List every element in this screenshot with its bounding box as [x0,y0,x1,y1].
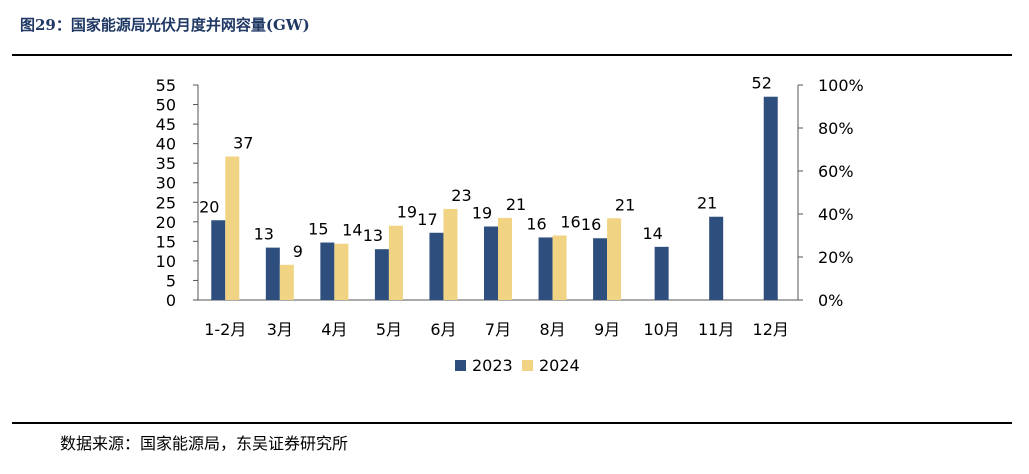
bar-2024 [552,235,567,300]
y-left-tick-label: 20 [156,213,176,232]
y-left-tick-label: 25 [156,193,176,212]
x-tick-label: 8月 [539,320,565,339]
data-label-2024: 23 [451,186,471,205]
figure-title: 图29：国家能源局光伏月度并网容量(GW) [20,16,310,34]
legend-swatch-2024 [522,360,533,371]
data-label-2023: 14 [642,224,662,243]
bar-2023 [211,220,226,300]
legend-label-2024: 2024 [539,356,580,375]
x-tick-label: 7月 [485,320,511,339]
x-tick-label: 10月 [643,320,679,339]
x-tick-label: 5月 [376,320,402,339]
bar-2023 [709,216,724,300]
legend-label-2023: 2023 [472,356,513,375]
data-label-2023: 15 [308,220,328,239]
x-tick-label: 1-2月 [204,320,246,339]
data-label-2024: 14 [342,221,362,240]
x-tick-label: 11月 [698,320,734,339]
y-left-tick-label: 5 [166,271,176,290]
x-tick-label: 6月 [430,320,456,339]
chart-legend: 2023 2024 [455,356,580,375]
y-left-tick-label: 10 [156,252,176,271]
bar-2023 [429,232,444,300]
legend-swatch-2023 [455,360,466,371]
data-label-2024: 16 [560,213,580,232]
bar-2024 [279,264,294,300]
bar-2024 [334,243,349,300]
x-tick-label: 12月 [753,320,789,339]
bar-2023 [265,247,280,300]
data-label-2023: 20 [199,197,219,216]
y-left-tick-label: 15 [156,232,176,251]
data-label-2024: 9 [293,242,303,261]
bottom-rule [12,422,1012,424]
y-right-tick-label: 40% [818,205,854,224]
data-label-2024: 19 [397,203,417,222]
source-note: 数据来源：国家能源局，东吴证券研究所 [60,434,349,453]
x-tick-label: 9月 [594,320,620,339]
bar-2023 [593,238,608,300]
bar-2024 [498,217,512,300]
data-label-2023: 52 [752,74,772,93]
data-label-2023: 13 [254,225,274,244]
bar-2023 [320,242,335,300]
y-right-tick-label: 60% [818,162,854,181]
bar-2024 [607,218,622,300]
bar-2024 [443,208,458,300]
bar-2023 [654,246,669,300]
y-left-tick-label: 50 [156,96,176,115]
y-left-tick-label: 45 [156,115,176,134]
data-label-2023: 17 [417,210,437,229]
bar-2023 [484,226,498,300]
bar-2023 [538,237,553,300]
y-right-tick-label: 0% [818,291,843,310]
x-tick-label: 4月 [321,320,347,339]
chart-axes: 05101520253035404550550%20%40%60%80%100%… [156,76,864,339]
bar-2024 [388,225,403,300]
y-right-tick-label: 80% [818,119,854,138]
data-label-2024: 37 [233,134,253,153]
y-left-tick-label: 30 [156,174,176,193]
y-left-tick-label: 0 [166,291,176,310]
data-label-2023: 19 [472,204,492,223]
y-right-tick-label: 20% [818,248,854,267]
x-tick-label: 3月 [267,320,293,339]
y-left-tick-label: 40 [156,135,176,154]
data-label-2023: 16 [581,215,601,234]
top-rule [12,54,1012,56]
data-label-2024: 21 [506,195,526,214]
data-label-2024: 21 [615,195,635,214]
y-left-tick-label: 35 [156,154,176,173]
bar-2024 [225,156,240,300]
bar-2023 [763,96,778,301]
data-label-2023: 21 [697,194,717,213]
bar-2023 [374,249,389,300]
y-right-tick-label: 100% [818,76,864,95]
data-label-2023: 13 [363,226,383,245]
y-left-tick-label: 55 [156,76,176,95]
data-label-2023: 16 [526,214,546,233]
